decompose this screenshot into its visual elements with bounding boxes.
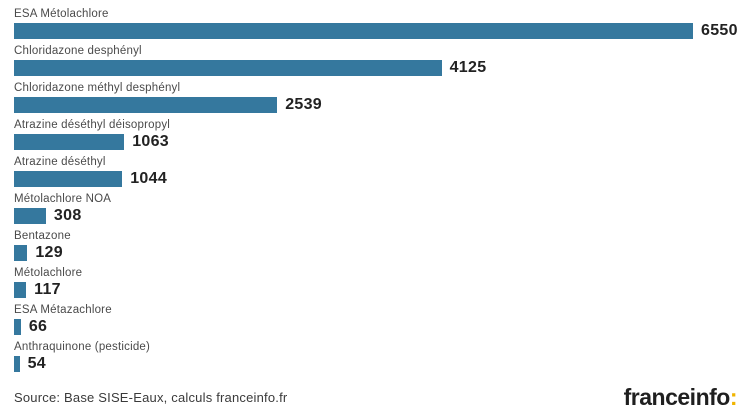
bar-line: 117 <box>14 282 735 298</box>
bar-line: 4125 <box>14 60 735 76</box>
value-label: 66 <box>28 318 48 335</box>
footer: Source: Base SISE-Eaux, calculs francein… <box>0 384 749 419</box>
bar <box>14 134 125 150</box>
bar <box>14 60 442 76</box>
bar-line: 1063 <box>14 134 735 150</box>
category-label: Bentazone <box>14 230 71 242</box>
bar <box>14 282 27 298</box>
category-label: Métolachlore NOA <box>14 193 112 205</box>
bar-row: Bentazone 129 <box>14 229 735 261</box>
bar <box>14 319 21 335</box>
bar-row: Métolachlore NOA 308 <box>14 192 735 224</box>
category-label: ESA Métolachlore <box>14 8 109 20</box>
bar-line: 308 <box>14 208 735 224</box>
value-label: 54 <box>27 355 46 372</box>
bar-line: 54 <box>14 356 735 372</box>
bar-line: 66 <box>14 319 735 335</box>
franceinfo-logo: franceinfo: <box>623 384 738 410</box>
category-label: ESA Métazachlore <box>14 304 112 316</box>
brand-colon-icon: : <box>729 384 738 410</box>
bar-row: Métolachlore 117 <box>14 266 735 298</box>
category-label: Chloridazone méthyl desphényl <box>14 82 181 94</box>
brand-name: franceinfo <box>623 384 731 410</box>
bar <box>14 23 693 39</box>
category-label: Atrazine déséthyl déisopropyl <box>14 119 171 131</box>
bar-row: Anthraquinone (pesticide) 54 <box>14 340 735 372</box>
bar <box>14 245 28 261</box>
value-label: 308 <box>53 207 82 224</box>
bar <box>14 97 278 113</box>
bar <box>14 356 20 372</box>
bar-row: ESA Métazachlore 66 <box>14 303 735 335</box>
category-label: Chloridazone desphényl <box>14 45 142 57</box>
source-note: Source: Base SISE-Eaux, calculs francein… <box>14 390 288 405</box>
bar-row: Chloridazone méthyl desphényl 2539 <box>14 81 735 113</box>
category-label: Métolachlore <box>14 267 83 279</box>
bar-row: Atrazine déséthyl 1044 <box>14 155 735 187</box>
bar-line: 6550 <box>14 22 738 39</box>
bar <box>14 208 46 224</box>
value-label: 1044 <box>130 170 168 187</box>
category-label: Anthraquinone (pesticide) <box>14 341 151 353</box>
bar-line: 2539 <box>14 97 735 113</box>
bar-line: 1044 <box>14 171 735 187</box>
value-label: 117 <box>34 281 61 298</box>
category-label: Atrazine déséthyl <box>14 156 106 168</box>
value-label: 4125 <box>449 59 487 76</box>
bar-row: Atrazine déséthyl déisopropyl 1063 <box>14 118 735 150</box>
bar-row: ESA Métolachlore 6550 <box>14 7 738 39</box>
value-label: 6550 <box>701 22 738 39</box>
bar-line: 129 <box>14 245 735 261</box>
value-label: 1063 <box>132 133 169 150</box>
bar-row: Chloridazone desphényl 4125 <box>14 44 735 76</box>
value-label: 129 <box>35 244 63 261</box>
bar <box>14 171 123 187</box>
bar-chart: ESA Métolachlore 6550 Chloridazone desph… <box>14 7 738 372</box>
value-label: 2539 <box>285 96 322 113</box>
